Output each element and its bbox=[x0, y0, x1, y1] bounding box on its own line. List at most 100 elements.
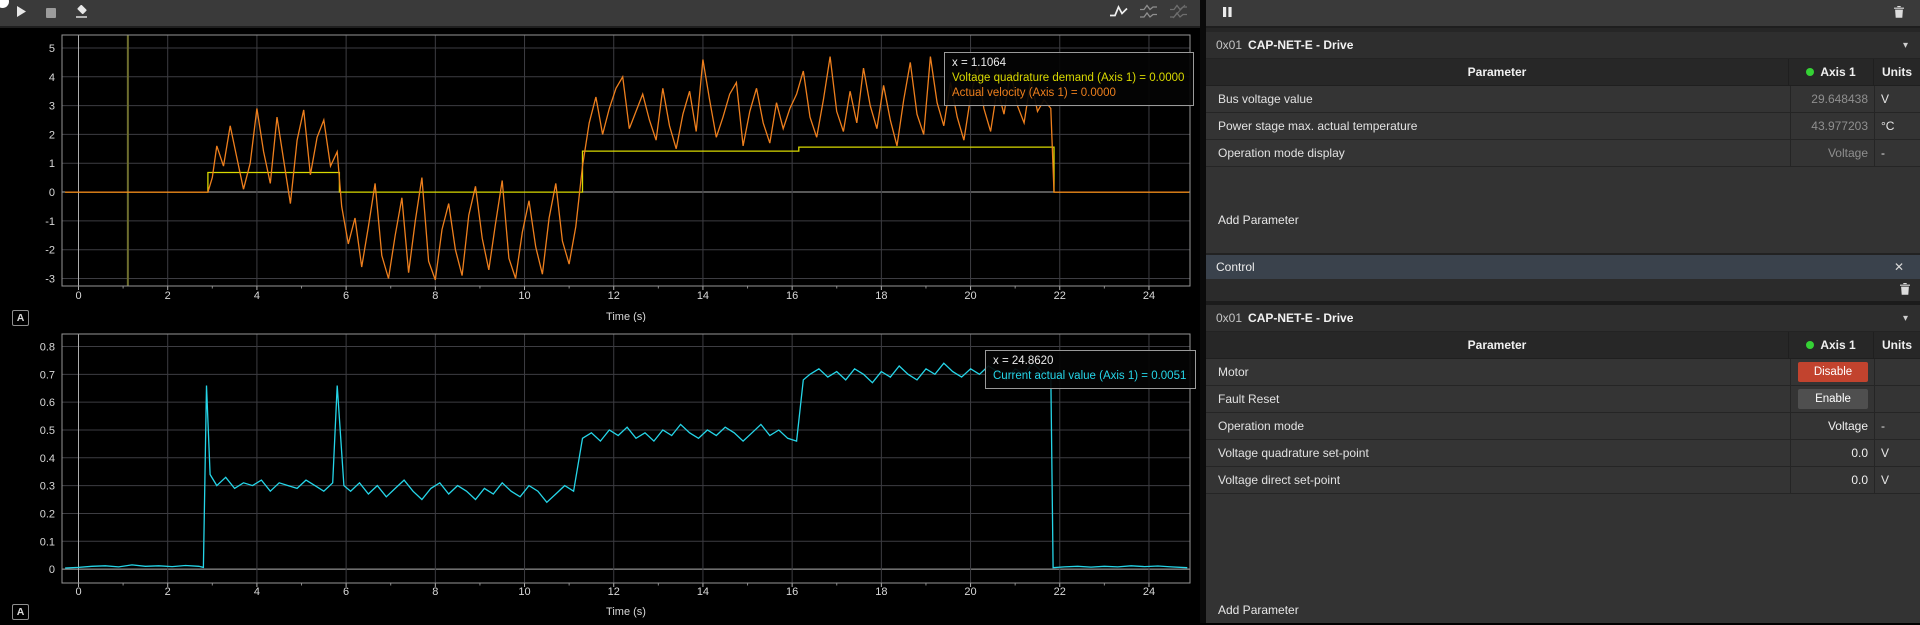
chevron-down-icon[interactable]: ▾ bbox=[1901, 313, 1910, 324]
split-waveform-view-button[interactable] bbox=[1136, 2, 1162, 24]
parameter-table: Bus voltage value29.648438VPower stage m… bbox=[1206, 86, 1920, 167]
start-recording-button[interactable] bbox=[8, 2, 34, 24]
svg-text:12: 12 bbox=[608, 290, 620, 302]
svg-text:8: 8 bbox=[432, 586, 438, 598]
tooltip-line: x = 1.1064 bbox=[952, 56, 1184, 71]
parameter-row-power-stage-max-actual-temperature: Power stage max. actual temperature 43.97… bbox=[1206, 113, 1920, 140]
parameter-row-bus-voltage-value: Bus voltage value29.648438V bbox=[1206, 86, 1920, 113]
svg-text:6: 6 bbox=[343, 290, 349, 302]
tooltip-line: Actual velocity (Axis 1) = 0.0000 bbox=[952, 86, 1184, 101]
panel-spacer bbox=[1206, 167, 1920, 207]
fault-reset-enable-button[interactable]: Enable bbox=[1798, 389, 1868, 409]
parameter-table-header: Parameter Axis 1 Units bbox=[1206, 59, 1920, 86]
parameter-name: Voltage direct set-point bbox=[1206, 467, 1790, 493]
pause-updates-button[interactable] bbox=[1214, 2, 1240, 24]
svg-text:22: 22 bbox=[1054, 586, 1066, 598]
svg-text:18: 18 bbox=[875, 586, 887, 598]
scope-toolbar bbox=[0, 0, 1200, 28]
svg-text:2: 2 bbox=[165, 586, 171, 598]
parameter-name: Voltage quadrature set-point bbox=[1206, 440, 1790, 466]
parameter-row-fault-reset: Fault ResetEnable bbox=[1206, 386, 1920, 413]
column-units: Units bbox=[1873, 59, 1920, 85]
svg-text:-2: -2 bbox=[45, 245, 55, 257]
parameter-value-cell: Voltage bbox=[1790, 413, 1874, 439]
svg-text:14: 14 bbox=[697, 586, 709, 598]
svg-text:10: 10 bbox=[518, 290, 530, 302]
svg-text:16: 16 bbox=[786, 290, 798, 302]
single-waveform-view-button[interactable] bbox=[1106, 2, 1132, 24]
svg-text:0.3: 0.3 bbox=[40, 481, 55, 493]
svg-text:4: 4 bbox=[254, 290, 260, 302]
column-parameter: Parameter bbox=[1206, 332, 1788, 358]
device-address: 0x01 bbox=[1216, 38, 1242, 52]
stop-icon bbox=[46, 6, 56, 21]
parameter-value-cell: 43.977203 bbox=[1790, 113, 1874, 139]
parameter-action-cell: Enable bbox=[1790, 386, 1874, 412]
control-section-header: Control ✕ bbox=[1206, 255, 1920, 279]
device-panel-header: 0x01 CAP-NET-E - Drive ▾ bbox=[1206, 305, 1920, 332]
parameter-table-header: Parameter Axis 1 Units bbox=[1206, 332, 1920, 359]
tooltip-line: Current actual value (Axis 1) = 0.0051 bbox=[993, 369, 1186, 384]
parameter-name: Motor bbox=[1206, 359, 1790, 385]
split-waveform-alt-view-button[interactable] bbox=[1166, 2, 1192, 24]
svg-text:5: 5 bbox=[49, 43, 55, 55]
parameter-value-cell: 0.0 bbox=[1790, 440, 1874, 466]
parameter-name: Operation mode bbox=[1206, 413, 1790, 439]
axis-column-label: Axis 1 bbox=[1820, 65, 1855, 79]
close-icon[interactable]: ✕ bbox=[1888, 259, 1910, 275]
pause-icon bbox=[1222, 6, 1233, 21]
parameter-unit: - bbox=[1874, 140, 1920, 166]
parameter-row-motor: Motor Disable bbox=[1206, 359, 1920, 386]
svg-text:24: 24 bbox=[1143, 586, 1155, 598]
svg-text:10: 10 bbox=[518, 586, 530, 598]
chevron-down-icon[interactable]: ▾ bbox=[1901, 40, 1910, 51]
split-waveform-icon bbox=[1139, 4, 1159, 22]
delete-panel-button[interactable] bbox=[1886, 2, 1912, 24]
clear-chart-button[interactable] bbox=[68, 2, 94, 24]
axis-status-dot bbox=[1806, 341, 1814, 349]
device-address: 0x01 bbox=[1216, 311, 1242, 325]
x-axis-label: Time (s) bbox=[606, 606, 646, 618]
parameter-value[interactable]: 0.0 bbox=[1851, 473, 1868, 487]
waveform-icon bbox=[1109, 4, 1129, 22]
parameter-value: Voltage bbox=[1828, 146, 1868, 160]
add-parameter-button[interactable]: Add Parameter bbox=[1206, 597, 1920, 623]
svg-text:18: 18 bbox=[875, 290, 887, 302]
parameter-value: 43.977203 bbox=[1811, 119, 1868, 133]
parameter-value[interactable]: 0.0 bbox=[1851, 446, 1868, 460]
section-gap bbox=[1206, 233, 1920, 255]
parameter-name: Power stage max. actual temperature bbox=[1206, 113, 1790, 139]
control-delete-button[interactable] bbox=[1899, 282, 1911, 298]
stop-recording-button[interactable] bbox=[38, 2, 64, 24]
panel-toolbar bbox=[1206, 0, 1920, 28]
parameter-value-cell: 0.0 bbox=[1790, 467, 1874, 493]
device-panel-control: 0x01 CAP-NET-E - Drive ▾ Parameter Axis … bbox=[1206, 305, 1920, 623]
parameter-row-operation-mode-display: Operation mode displayVoltage- bbox=[1206, 140, 1920, 167]
tooltip-line: x = 24.8620 bbox=[993, 354, 1186, 369]
axis-status-dot bbox=[1806, 68, 1814, 76]
parameter-unit bbox=[1874, 386, 1920, 412]
svg-text:6: 6 bbox=[343, 586, 349, 598]
autoscale-button[interactable]: A bbox=[12, 604, 29, 620]
parameter-value[interactable]: Voltage bbox=[1828, 419, 1868, 433]
svg-text:0: 0 bbox=[49, 564, 55, 576]
svg-text:2: 2 bbox=[165, 290, 171, 302]
svg-text:3: 3 bbox=[49, 101, 55, 113]
parameter-row-voltage-direct-set-point: Voltage direct set-point0.0V bbox=[1206, 467, 1920, 494]
x-axis-label: Time (s) bbox=[606, 311, 646, 322]
add-parameter-button[interactable]: Add Parameter bbox=[1206, 207, 1920, 233]
chart-tooltip: x = 1.1064Voltage quadrature demand (Axi… bbox=[944, 52, 1194, 106]
svg-text:1: 1 bbox=[49, 158, 55, 170]
parameter-unit: °C bbox=[1874, 113, 1920, 139]
motor-disable-button[interactable]: Disable bbox=[1798, 362, 1868, 382]
play-icon bbox=[15, 5, 27, 21]
panel-spacer bbox=[1206, 494, 1920, 597]
current-chart: 00.10.20.30.40.50.60.70.8024681012141618… bbox=[0, 322, 1200, 625]
parameter-unit bbox=[1874, 359, 1920, 385]
parameter-row-operation-mode: Operation mode Voltage- bbox=[1206, 413, 1920, 440]
svg-text:0.4: 0.4 bbox=[40, 453, 55, 465]
svg-text:22: 22 bbox=[1054, 290, 1066, 302]
svg-text:0: 0 bbox=[75, 586, 81, 598]
svg-text:0.7: 0.7 bbox=[40, 369, 55, 381]
parameter-unit: - bbox=[1874, 413, 1920, 439]
